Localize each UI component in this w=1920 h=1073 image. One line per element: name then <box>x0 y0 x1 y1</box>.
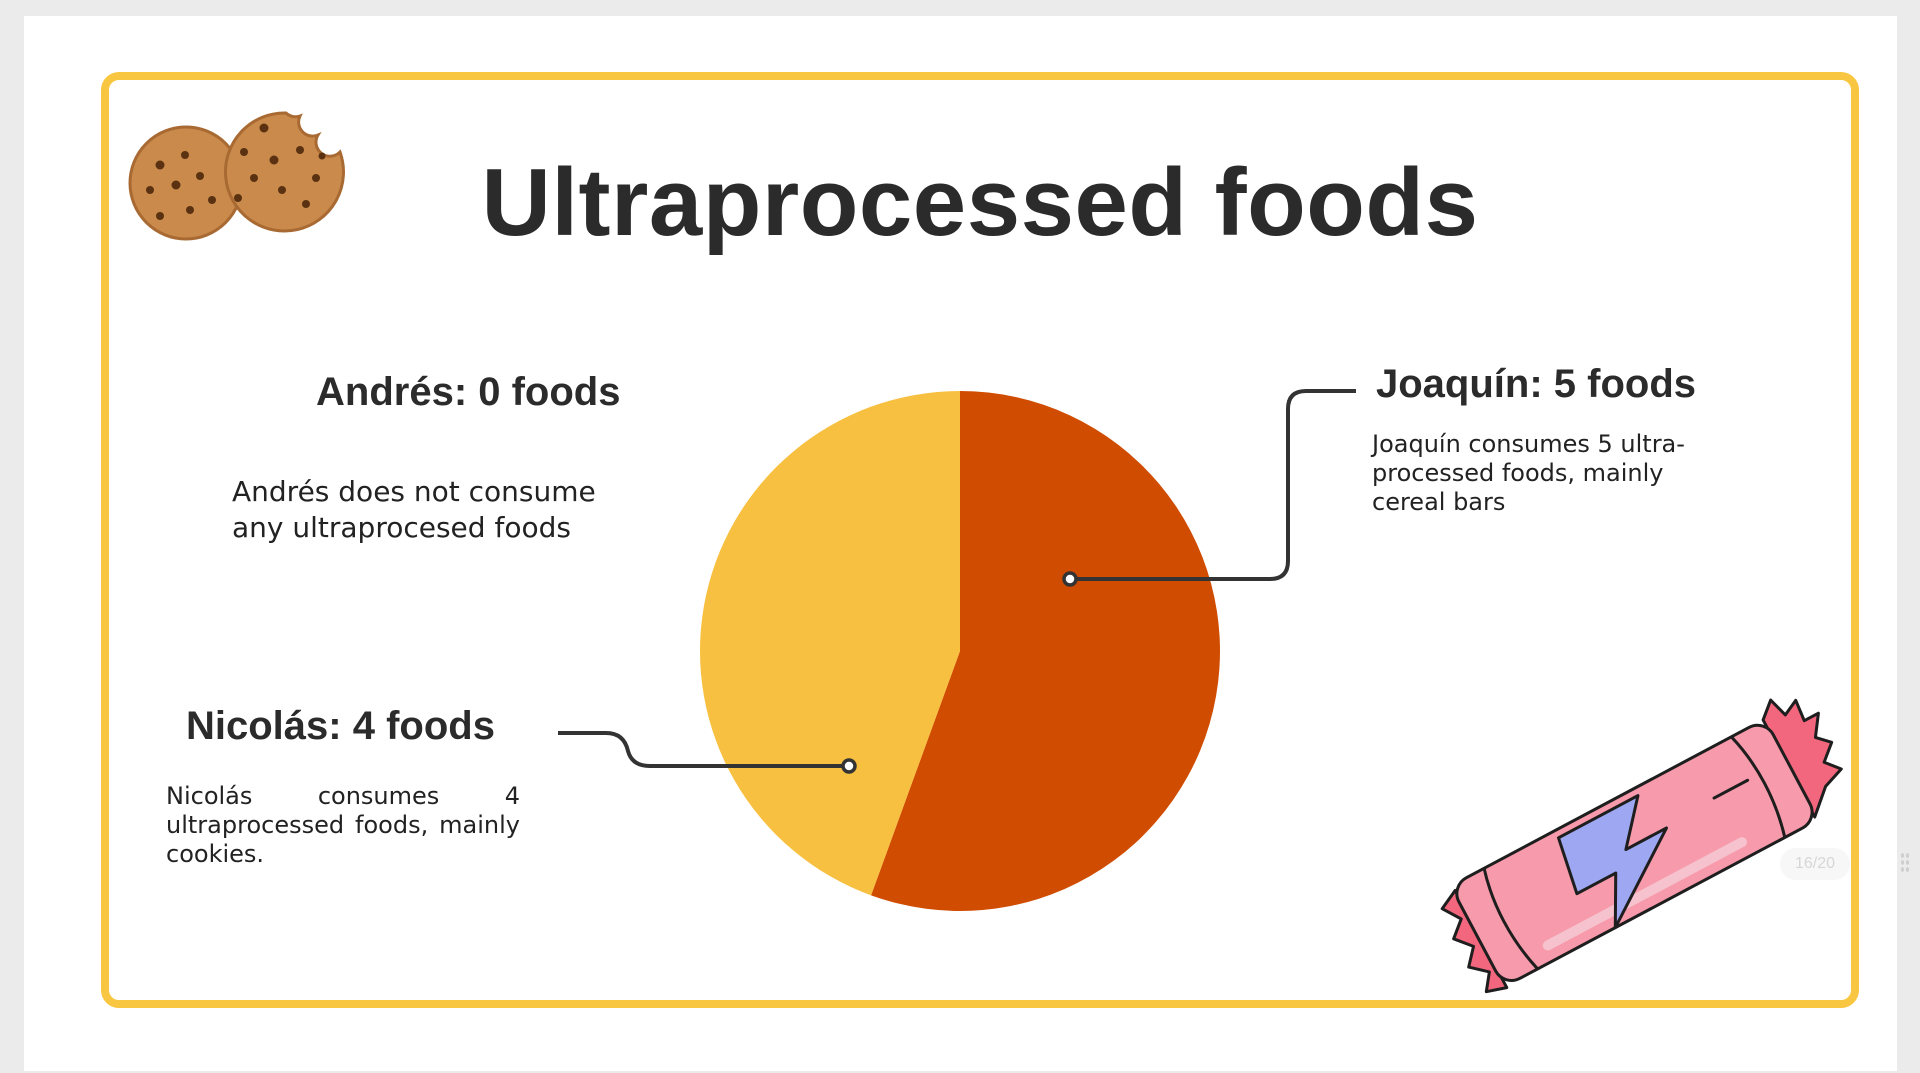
nicolas-connector-dot <box>841 758 857 774</box>
nicolas-connector-line <box>558 731 849 768</box>
andres-label: Andrés: 0 foods <box>316 370 621 414</box>
joaquin-description: Joaquín consumes 5 ultra-processed foods… <box>1372 430 1685 516</box>
nicolas-description: Nicolás consumes 4 ultraprocessed foods,… <box>166 782 520 868</box>
nicolas-label: Nicolás: 4 foods <box>186 704 495 748</box>
page-title: Ultraprocessed foods <box>481 149 1479 256</box>
page-indicator[interactable]: 16/20 <box>1780 848 1850 880</box>
slide-frame <box>101 72 1859 1008</box>
joaquin-connector-line <box>1070 389 1356 581</box>
joaquin-connector-dot <box>1062 571 1078 587</box>
joaquin-label: Joaquín: 5 foods <box>1376 362 1696 406</box>
andres-description: Andrés does not consume any ultraprocese… <box>232 475 596 545</box>
drag-handle-icon[interactable] <box>1900 852 1910 874</box>
pie-slice-nicolas <box>699 391 960 896</box>
pie-slice-joaquin <box>871 391 1220 911</box>
